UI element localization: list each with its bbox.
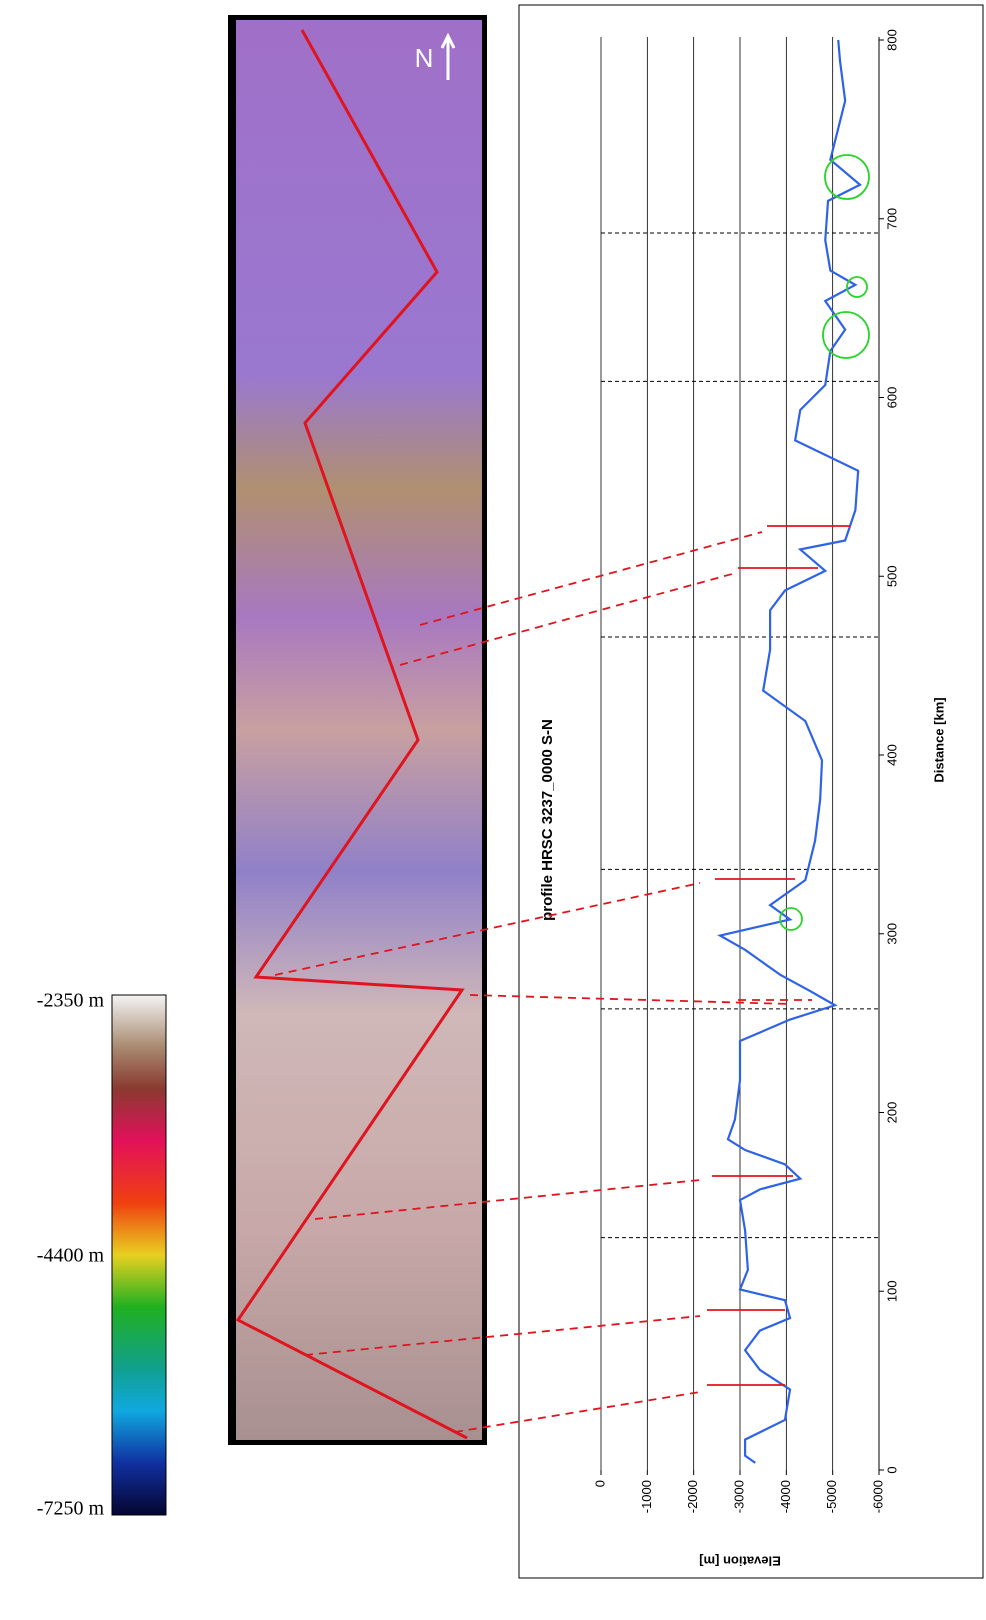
x-tick-label: 0 xyxy=(884,1466,899,1473)
x-tick-label: 500 xyxy=(884,565,899,587)
colorbar xyxy=(112,995,166,1515)
x-tick-label: 300 xyxy=(884,923,899,945)
plot: 0 -1000 -2000 -3000 -4000 -5000 -6000 0 100 200 30… xyxy=(592,29,899,1513)
x-tick-label: 100 xyxy=(884,1280,899,1302)
x-axis-label: Distance [km] xyxy=(931,697,946,782)
north-label: N xyxy=(415,43,434,73)
chart-title: profile HRSC 3237_0000 S-N xyxy=(539,719,556,921)
colorbar-label: -4400 m xyxy=(37,1245,105,1267)
x-tick-label: 800 xyxy=(884,29,899,51)
x-tick-label: 200 xyxy=(884,1102,899,1124)
colorbar-label: -7250 m xyxy=(37,1498,105,1520)
y-axis-label: Elevation [m] xyxy=(699,1554,781,1569)
figure: -2350 m -4400 m -7250 m N 0 -1000 -2000 -30… xyxy=(0,0,986,1620)
y-tick-label: -4000 xyxy=(778,1480,793,1513)
y-tick-label: -1000 xyxy=(639,1480,654,1513)
y-tick-label: -3000 xyxy=(731,1480,746,1513)
map-image xyxy=(236,20,482,1440)
colorbar-label: -2350 m xyxy=(37,990,105,1012)
x-tick-label: 400 xyxy=(884,744,899,766)
x-tick-label: 700 xyxy=(884,208,899,230)
y-tick-label: -5000 xyxy=(824,1480,839,1513)
x-tick-label: 600 xyxy=(884,387,899,409)
annotation-circles xyxy=(780,155,869,930)
y-tick-label: -6000 xyxy=(870,1480,885,1513)
y-tick-label: -2000 xyxy=(685,1480,700,1513)
y-tick-label: 0 xyxy=(592,1480,607,1487)
profile-line xyxy=(720,40,860,1463)
